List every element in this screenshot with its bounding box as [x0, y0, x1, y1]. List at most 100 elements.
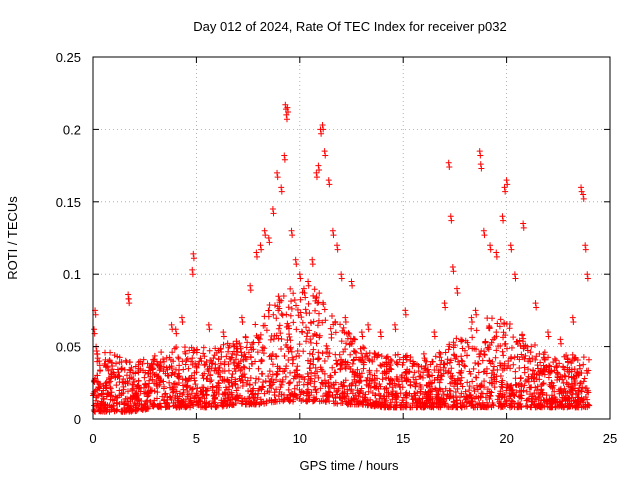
background-point	[536, 393, 543, 400]
chart-title: Day 012 of 2024, Rate Of TEC Index for r…	[193, 19, 506, 34]
background-point	[516, 337, 523, 344]
background-point	[356, 370, 363, 377]
data-point	[258, 246, 265, 253]
background-point	[432, 353, 439, 360]
background-point	[222, 395, 229, 402]
data-point	[179, 318, 186, 325]
background-point	[149, 376, 156, 383]
background-point	[288, 390, 295, 397]
background-point	[184, 355, 191, 362]
background-point	[475, 369, 482, 376]
background-point	[100, 396, 107, 403]
background-point	[202, 361, 209, 368]
background-point	[161, 383, 168, 390]
background-point	[343, 340, 350, 347]
background-point	[527, 358, 534, 365]
background-point	[437, 351, 444, 358]
x-tick-label: 15	[396, 431, 410, 446]
background-point	[527, 391, 534, 398]
background-point	[304, 398, 311, 405]
background-point	[513, 339, 520, 346]
background-point	[328, 334, 335, 341]
background-point	[457, 370, 464, 377]
data-point	[289, 232, 296, 239]
background-point	[351, 348, 358, 355]
data-point	[189, 266, 196, 273]
data-point	[281, 156, 288, 163]
background-point	[413, 361, 420, 368]
background-point	[502, 340, 509, 347]
background-point	[537, 359, 544, 366]
data-point	[293, 261, 300, 268]
background-point	[94, 372, 101, 379]
background-point	[411, 369, 418, 376]
background-point	[273, 386, 280, 393]
background-point	[489, 401, 496, 408]
background-point	[332, 400, 339, 407]
data-point	[500, 217, 507, 224]
background-point	[367, 384, 374, 391]
background-point	[516, 356, 523, 363]
background-point	[221, 376, 228, 383]
background-point	[350, 357, 357, 364]
background-point	[170, 380, 177, 387]
background-point	[398, 374, 405, 381]
background-point	[478, 347, 485, 354]
background-point	[380, 393, 387, 400]
background-point	[473, 327, 480, 334]
background-point	[541, 349, 548, 356]
background-point	[327, 325, 334, 332]
background-point	[260, 379, 267, 386]
background-point	[172, 402, 179, 409]
background-point	[266, 301, 273, 308]
data-point	[284, 104, 291, 111]
data-point	[309, 256, 316, 263]
background-point	[98, 390, 105, 397]
background-point	[403, 392, 410, 399]
x-tick-label: 10	[293, 431, 307, 446]
background-point	[497, 388, 504, 395]
background-point	[585, 356, 592, 363]
background-point	[161, 397, 168, 404]
background-point	[432, 385, 439, 392]
background-point	[572, 397, 579, 404]
background-point	[229, 350, 236, 357]
background-point	[164, 400, 171, 407]
background-point	[566, 383, 573, 390]
background-point	[188, 358, 195, 365]
background-point	[566, 403, 573, 410]
background-point	[526, 355, 533, 362]
background-point	[212, 365, 219, 372]
background-point	[392, 396, 399, 403]
background-point	[453, 335, 460, 342]
background-point	[207, 378, 214, 385]
background-point	[190, 401, 197, 408]
data-point	[392, 326, 399, 333]
background-point	[103, 393, 110, 400]
background-point	[546, 368, 553, 375]
background-point	[328, 312, 335, 319]
background-point	[271, 302, 278, 309]
background-point	[201, 370, 208, 377]
background-point	[346, 382, 353, 389]
background-point	[577, 379, 584, 386]
background-point	[226, 390, 233, 397]
background-point	[520, 387, 527, 394]
background-point	[546, 381, 553, 388]
background-point	[505, 362, 512, 369]
background-point	[94, 393, 101, 400]
background-point	[297, 296, 304, 303]
data-point	[190, 250, 197, 257]
background-point	[417, 390, 424, 397]
background-point	[247, 374, 254, 381]
background-point	[193, 369, 200, 376]
background-point	[361, 345, 368, 352]
background-point	[308, 369, 315, 376]
background-point	[531, 370, 538, 377]
background-point	[540, 380, 547, 387]
background-point	[243, 356, 250, 363]
background-point	[528, 375, 535, 382]
background-point	[531, 390, 538, 397]
background-point	[145, 383, 152, 390]
background-point	[512, 381, 519, 388]
